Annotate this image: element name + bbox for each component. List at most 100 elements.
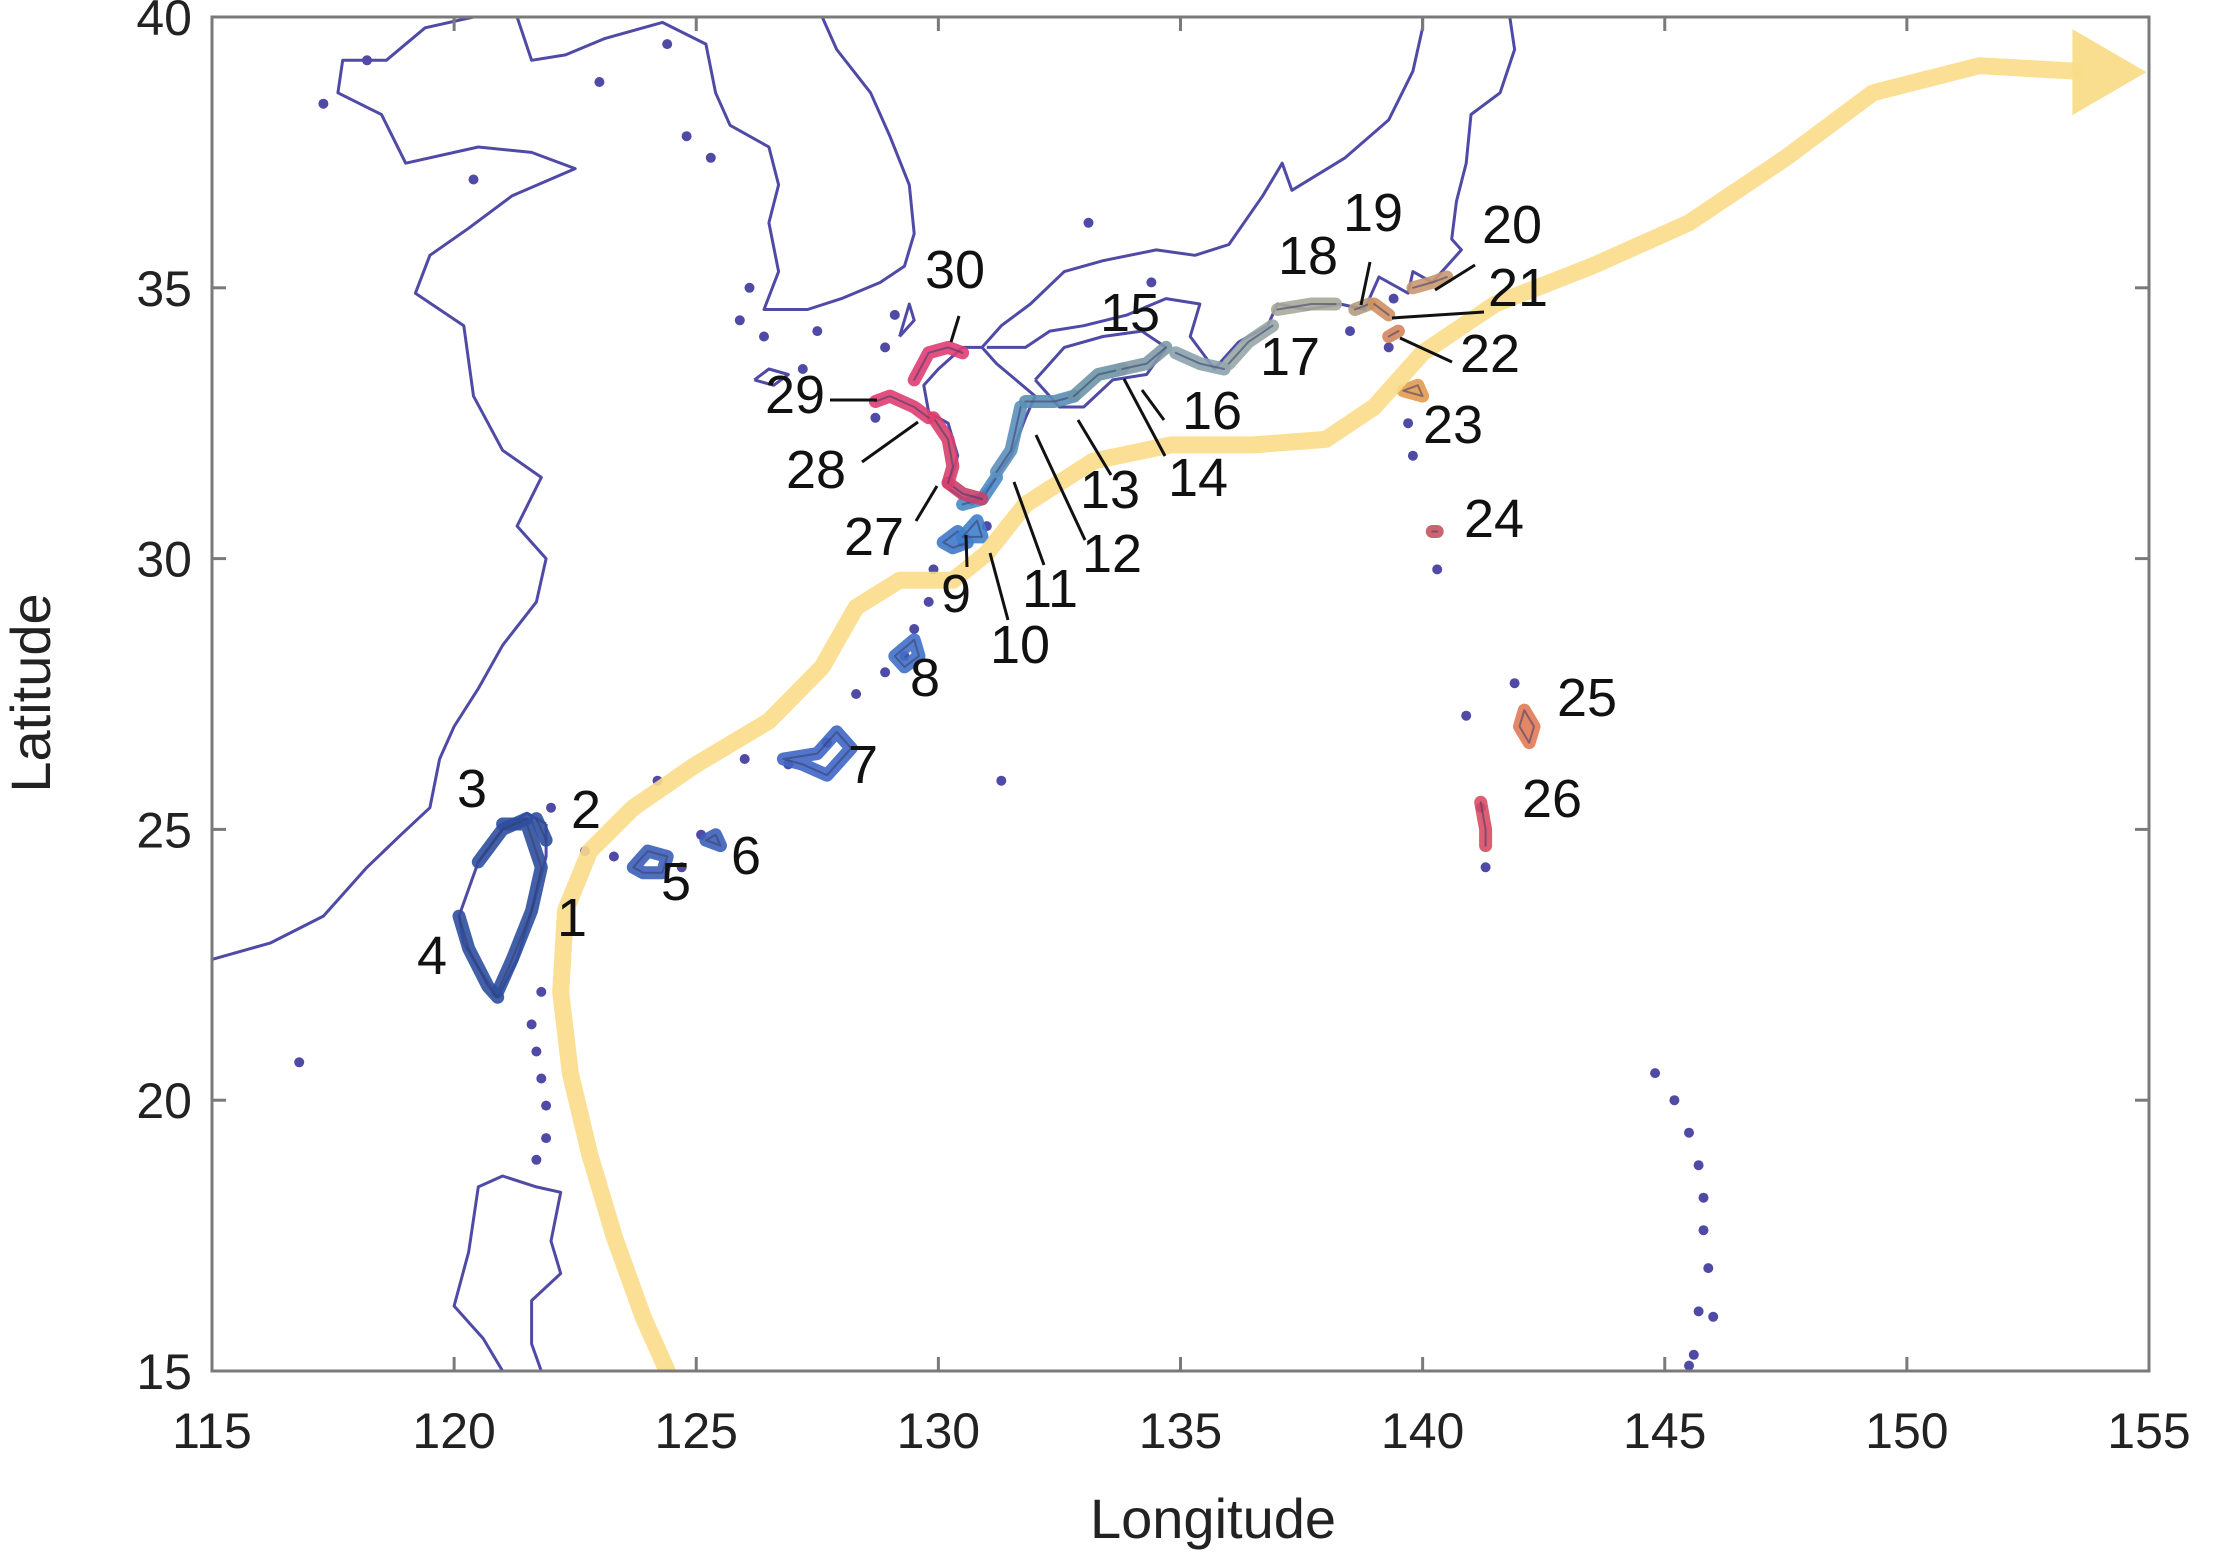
island-dot <box>1388 293 1399 304</box>
region-label-26: 26 <box>1522 769 1582 829</box>
island-dot <box>1480 862 1491 873</box>
island-dot <box>1432 564 1443 575</box>
label-leader-lines <box>830 261 1485 621</box>
island-dot <box>1698 1225 1709 1236</box>
x-tick-label: 115 <box>172 1403 252 1459</box>
region-14-edge <box>1073 368 1124 398</box>
region-label-19: 19 <box>1343 183 1403 243</box>
region-7-edge <box>782 730 853 777</box>
leader-line-22 <box>1399 336 1453 364</box>
island-dot <box>1703 1263 1714 1274</box>
region-label-29: 29 <box>765 365 825 425</box>
leader-line-14 <box>1122 378 1167 457</box>
island-dot <box>1684 1127 1694 1138</box>
island-dot <box>662 39 673 50</box>
island-dot <box>1383 342 1394 353</box>
island-dot <box>468 174 479 185</box>
y-tick-label: 15 <box>136 1344 192 1400</box>
region-25-edge <box>1518 709 1535 744</box>
island-dot <box>1688 1349 1699 1360</box>
island-dot <box>923 596 934 607</box>
region-label-16: 16 <box>1182 381 1242 441</box>
current-arrowhead <box>2072 29 2147 116</box>
leader-line-27 <box>914 485 939 522</box>
region-12-edge <box>995 406 1022 473</box>
island-dot <box>1461 710 1472 721</box>
region-label-5: 5 <box>661 852 691 912</box>
y-axis-title: Latitude <box>0 593 62 792</box>
region-29-edge <box>874 395 930 419</box>
island-dot <box>608 851 619 862</box>
island-dot <box>541 1133 552 1144</box>
y-tick-label: 35 <box>136 261 192 317</box>
region-label-14: 14 <box>1168 448 1228 508</box>
island-dot <box>1083 217 1094 228</box>
plot-background <box>212 17 2149 1371</box>
island-dot <box>362 55 372 66</box>
region-23-edge <box>1402 384 1424 398</box>
y-tick-label: 30 <box>136 532 192 588</box>
region-3-edge <box>477 817 528 863</box>
x-tick-label: 150 <box>1865 1403 1948 1459</box>
x-tick-label: 140 <box>1381 1403 1464 1459</box>
island-dot <box>681 131 692 142</box>
region-2-edge <box>535 817 548 842</box>
island-dot <box>734 315 745 326</box>
region-label-18: 18 <box>1278 226 1338 286</box>
x-tick-label: 125 <box>655 1403 738 1459</box>
island-dot <box>1650 1068 1661 1079</box>
current-arrow-layer <box>2072 29 2147 116</box>
region-label-13: 13 <box>1080 460 1140 520</box>
region-5-edge <box>632 850 669 874</box>
region-label-3: 3 <box>457 759 487 819</box>
region-label-20: 20 <box>1482 195 1542 255</box>
region-label-10: 10 <box>990 615 1050 675</box>
island-dot <box>1146 277 1157 288</box>
leader-line-13 <box>1076 419 1113 476</box>
region-label-27: 27 <box>844 507 904 567</box>
region-19-edge <box>1353 303 1371 311</box>
x-axis-title: Longitude <box>1090 1487 1336 1550</box>
island-dot <box>1509 678 1520 689</box>
region-label-7: 7 <box>848 735 878 795</box>
region-21-edge <box>1373 303 1390 316</box>
island-dot <box>526 1019 537 1030</box>
region-outlines-layer <box>452 270 1541 1004</box>
leader-line-12 <box>1034 434 1087 541</box>
x-tick-label: 145 <box>1623 1403 1706 1459</box>
region-22-edge <box>1387 330 1400 338</box>
island-dot <box>1669 1095 1680 1106</box>
leader-line-9 <box>964 534 969 568</box>
region-16-edge <box>1174 351 1226 370</box>
island-dot <box>536 1073 547 1084</box>
island-dot <box>594 77 605 87</box>
region-8-edge <box>893 638 920 668</box>
region-10-edge <box>961 519 983 538</box>
region-label-21: 21 <box>1488 258 1548 318</box>
region-label-9: 9 <box>941 564 971 624</box>
region-26-edge <box>1479 801 1487 847</box>
region-label-25: 25 <box>1557 668 1617 728</box>
island-dot <box>812 326 823 337</box>
coastline-segment <box>452 1174 563 1371</box>
island-dot <box>1698 1192 1709 1203</box>
y-tick-label: 25 <box>136 802 192 858</box>
region-label-1: 1 <box>557 888 587 948</box>
island-dot <box>880 342 891 353</box>
coastline-segment <box>753 367 790 387</box>
leader-line-11 <box>1012 481 1046 566</box>
leader-line-30 <box>949 315 961 343</box>
y-tick-label: 20 <box>136 1073 192 1129</box>
island-dot <box>1708 1311 1719 1322</box>
x-tick-label: 130 <box>897 1403 980 1459</box>
island-dot <box>294 1057 305 1068</box>
x-tick-label: 135 <box>1139 1403 1222 1459</box>
island-dot <box>851 689 862 699</box>
region-label-17: 17 <box>1260 327 1320 387</box>
region-label-22: 22 <box>1460 324 1520 384</box>
island-dot <box>705 152 716 163</box>
leader-line-10 <box>988 552 1010 621</box>
x-tick-label: 155 <box>2107 1403 2190 1459</box>
island-dot <box>880 667 891 678</box>
